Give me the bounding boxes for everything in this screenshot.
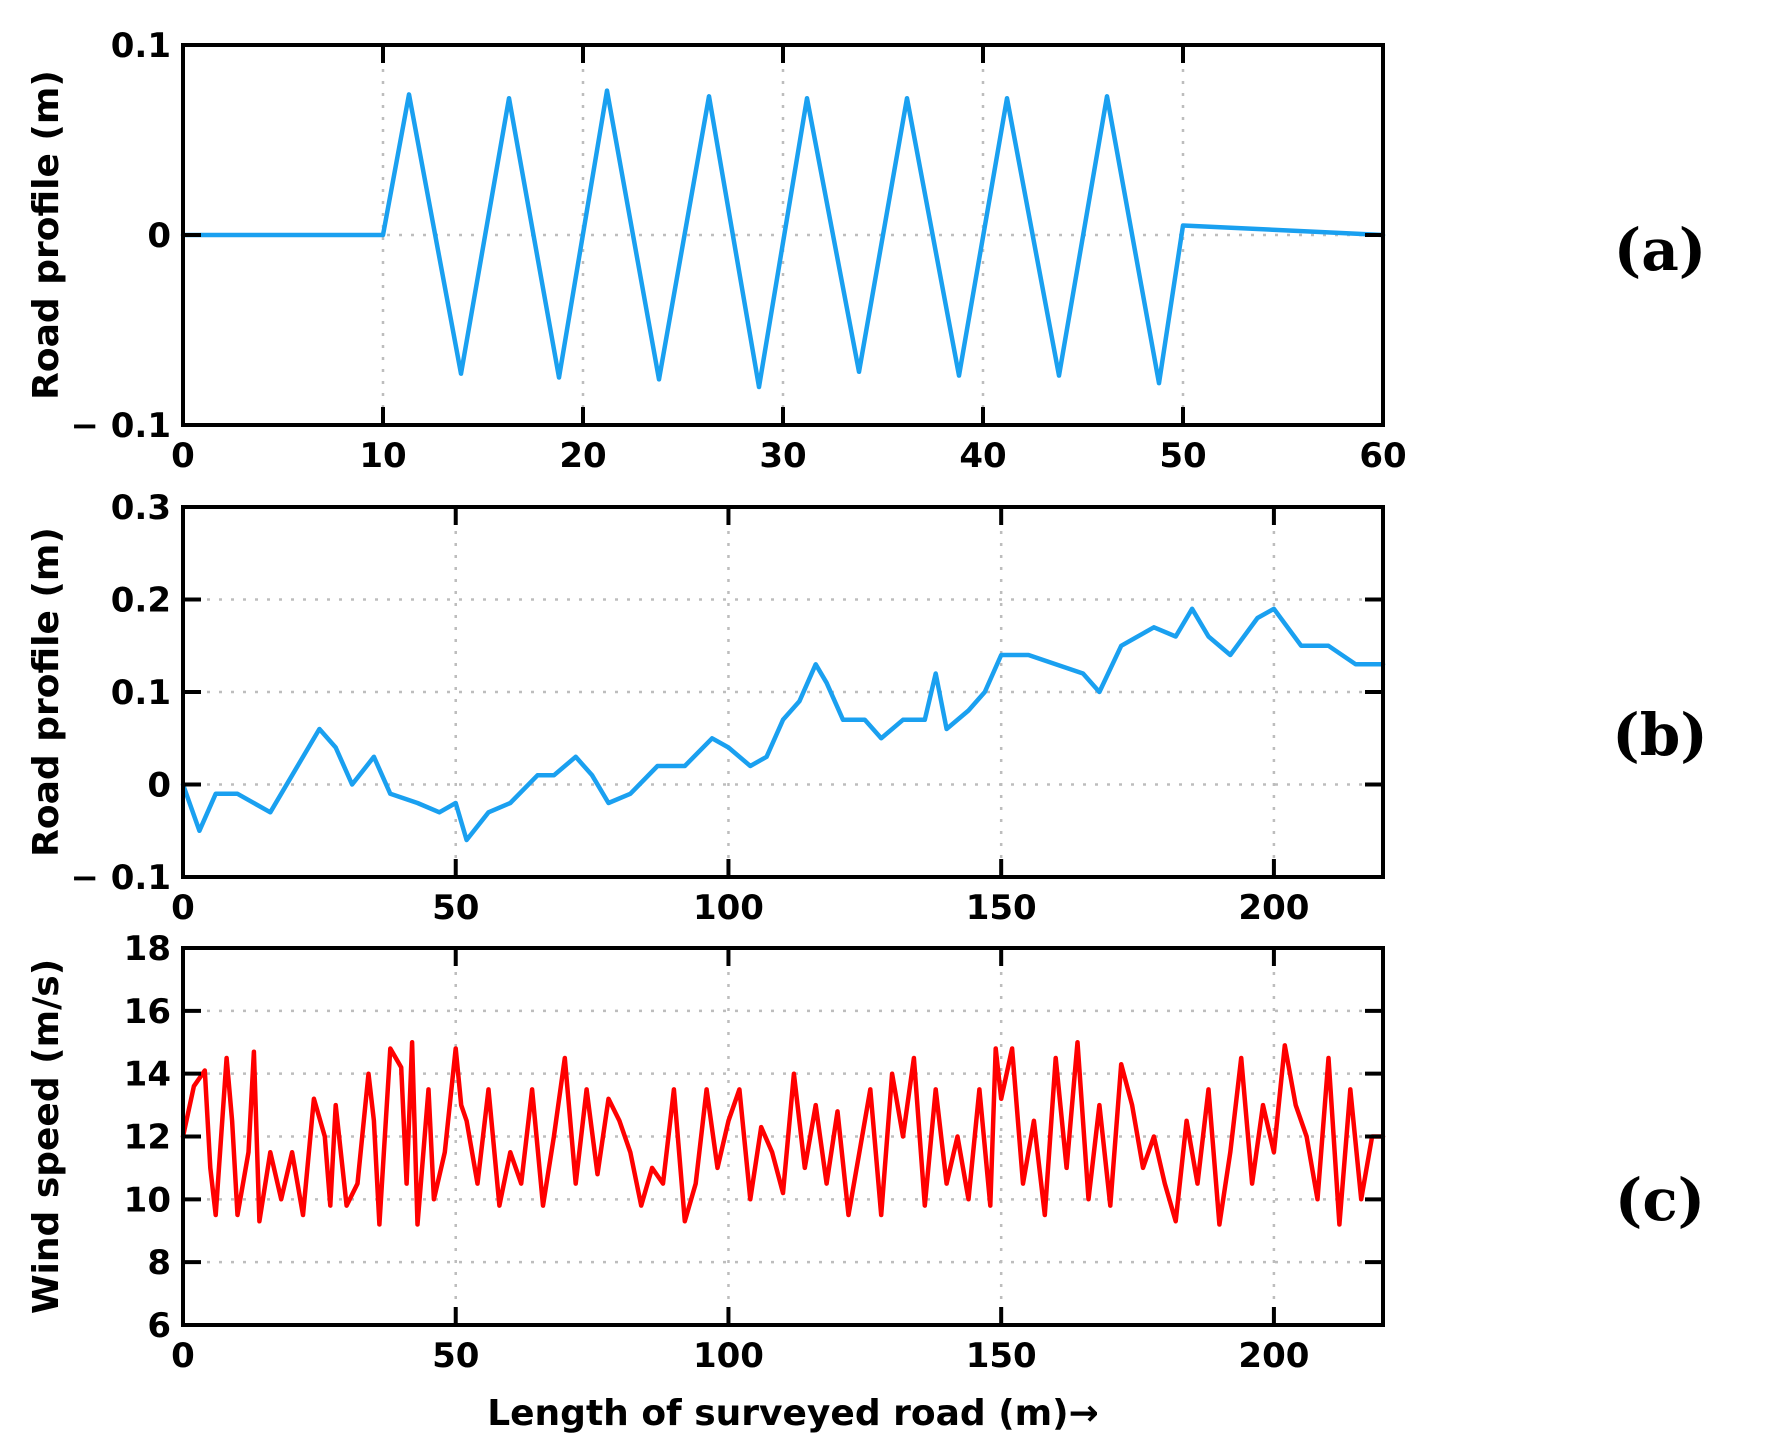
plot-frame [181, 946, 1385, 1327]
y-tick-label: 16 [124, 992, 171, 1032]
chart-panel-3: 0 50 100 150 200 6 8 10 12 14 16 18 Wind speed (m/s)… [26, 929, 1705, 1434]
plot-frame [181, 43, 1385, 427]
x-tick-label: 100 [693, 1336, 764, 1376]
y-tick-label: 0.2 [111, 581, 171, 621]
x-tick-label: 10 [359, 436, 406, 476]
y-tick-label: 8 [147, 1243, 171, 1283]
y-tick-label: 0 [147, 216, 171, 256]
x-tick-label: 150 [966, 1336, 1037, 1376]
y-tick-label: 14 [124, 1055, 171, 1095]
panel-label: (c) [1615, 1166, 1705, 1234]
x-tick-label: 0 [171, 436, 195, 476]
y-tick-label: 18 [124, 929, 171, 969]
y-tick-label: 0.1 [111, 26, 171, 66]
y-tick-label: 0.1 [111, 673, 171, 713]
x-tick-label: 0 [171, 888, 195, 928]
x-tick-label: 0 [171, 1336, 195, 1376]
x-tick-label: 50 [432, 1336, 479, 1376]
y-axis-title: Road profile (m) [26, 70, 67, 400]
x-tick-label: 50 [1159, 436, 1206, 476]
y-tick-label: 10 [124, 1180, 171, 1220]
x-tick-label: 30 [759, 436, 806, 476]
y-axis-title: Road profile (m) [26, 527, 67, 857]
y-tick-label: 0.3 [111, 488, 171, 528]
x-tick-label: 50 [432, 888, 479, 928]
y-axis-title: Wind speed (m/s) [26, 959, 67, 1314]
x-tick-label: 200 [1238, 888, 1309, 928]
series-line [180, 1040, 1386, 1227]
y-tick-label: 12 [124, 1118, 171, 1158]
series-line [180, 88, 1386, 390]
x-tick-label: 20 [559, 436, 606, 476]
y-tick-label: − 0.1 [70, 858, 171, 898]
series-line [180, 606, 1386, 843]
plot-frame [181, 505, 1385, 879]
x-tick-label: 100 [693, 888, 764, 928]
x-axis-title: Length of surveyed road (m)→ [487, 1393, 1099, 1434]
y-tick-label: 0 [147, 766, 171, 806]
y-tick-label: − 0.1 [70, 406, 171, 446]
panel-label: (b) [1612, 701, 1707, 769]
x-tick-label: 60 [1359, 436, 1406, 476]
y-tick-label: 6 [147, 1306, 171, 1346]
panel-label: (a) [1614, 216, 1706, 284]
x-tick-label: 40 [959, 436, 1006, 476]
x-tick-label: 200 [1238, 1336, 1309, 1376]
x-tick-label: 150 [966, 888, 1037, 928]
